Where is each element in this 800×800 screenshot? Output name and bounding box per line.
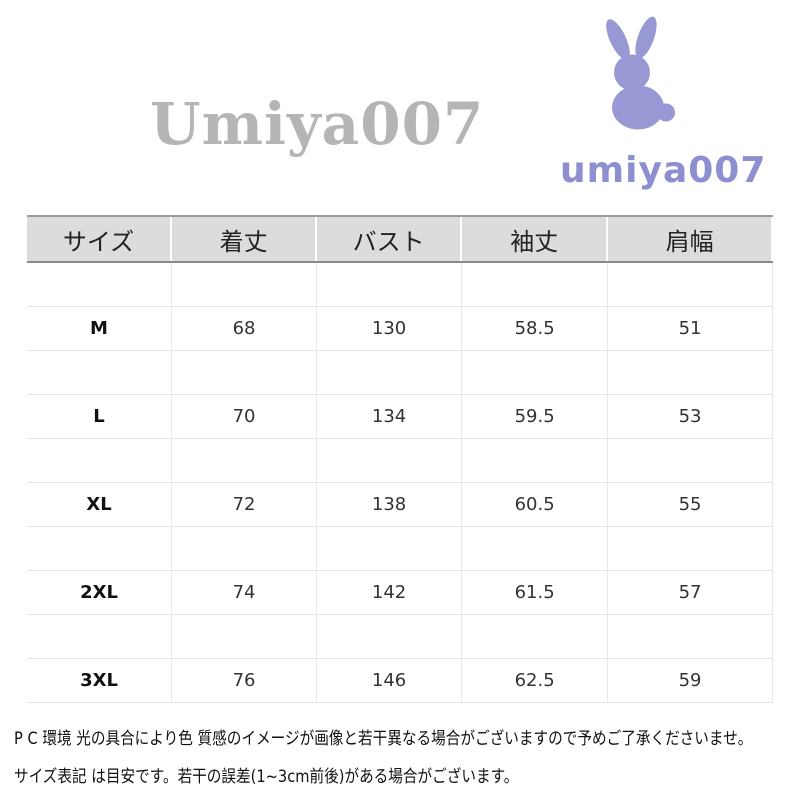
- table-row: L 70 134 59.5 53: [27, 395, 773, 439]
- empty-cell: [172, 527, 318, 570]
- table-cell: 130: [317, 307, 463, 350]
- table-cell: 72: [172, 483, 318, 526]
- header-shoulder: 肩幅: [608, 217, 774, 261]
- empty-cell: [462, 439, 609, 482]
- empty-cell: [172, 351, 318, 394]
- empty-cell: [317, 263, 463, 306]
- spacer-row: [27, 439, 773, 483]
- rabbit-icon: [600, 10, 680, 144]
- table-cell: 62.5: [462, 659, 609, 702]
- empty-cell: [172, 615, 318, 658]
- empty-cell: [608, 527, 773, 570]
- table-cell: 53: [608, 395, 773, 438]
- header-sleeve: 袖丈: [462, 217, 609, 261]
- note-line-1: P C 環境 光の具合により色 質感のイメージが画像と若干異なる場合がございます…: [14, 729, 753, 749]
- table-cell: 146: [317, 659, 463, 702]
- empty-cell: [317, 439, 463, 482]
- spacer-row: [27, 527, 773, 571]
- table-row: 3XL 76 146 62.5 59: [27, 659, 773, 703]
- size-table: サイズ 着丈 バスト 袖丈 肩幅 M 68 130 58.5 51 L 70 134 59.5 5…: [27, 215, 774, 703]
- table-cell: 3XL: [27, 659, 173, 702]
- table-cell: 68: [172, 307, 318, 350]
- table-cell: 138: [317, 483, 463, 526]
- table-cell: 51: [608, 307, 773, 350]
- empty-cell: [172, 263, 318, 306]
- table-cell: 70: [172, 395, 318, 438]
- spacer-row: [27, 615, 773, 659]
- table-cell: 134: [317, 395, 463, 438]
- table-cell: 2XL: [27, 571, 173, 614]
- header-size: サイズ: [27, 217, 173, 261]
- table-cell: L: [27, 395, 173, 438]
- table-cell: 57: [608, 571, 773, 614]
- empty-cell: [462, 527, 609, 570]
- spacer-row: [27, 351, 773, 395]
- empty-cell: [462, 351, 609, 394]
- table-cell: XL: [27, 483, 173, 526]
- empty-cell: [608, 615, 773, 658]
- empty-cell: [27, 263, 173, 306]
- table-cell: 59.5: [462, 395, 609, 438]
- table-cell: M: [27, 307, 173, 350]
- table-row: M 68 130 58.5 51: [27, 307, 773, 351]
- empty-cell: [27, 527, 173, 570]
- empty-cell: [462, 263, 609, 306]
- table-body: M 68 130 58.5 51 L 70 134 59.5 53 XL 72 138 60.5 55 2XL…: [27, 263, 773, 703]
- note-line-2: サイズ表記 は目安です。若干の誤差(1~3cm前後)がある場合がございます。: [14, 767, 519, 787]
- table-cell: 59: [608, 659, 773, 702]
- empty-cell: [27, 351, 173, 394]
- table-cell: 142: [317, 571, 463, 614]
- empty-cell: [172, 439, 318, 482]
- table-cell: 60.5: [462, 483, 609, 526]
- watermark: Umiya007: [150, 90, 485, 158]
- header-bust: バスト: [317, 217, 463, 261]
- empty-cell: [608, 439, 773, 482]
- header-length: 着丈: [172, 217, 318, 261]
- logo-text: umiya007: [560, 150, 767, 191]
- empty-cell: [317, 615, 463, 658]
- empty-cell: [317, 527, 463, 570]
- table-cell: 74: [172, 571, 318, 614]
- empty-cell: [608, 263, 773, 306]
- table-cell: 58.5: [462, 307, 609, 350]
- table-cell: 55: [608, 483, 773, 526]
- empty-cell: [27, 615, 173, 658]
- table-header: サイズ 着丈 バスト 袖丈 肩幅: [27, 215, 774, 263]
- empty-cell: [608, 351, 773, 394]
- empty-cell: [462, 615, 609, 658]
- empty-cell: [317, 351, 463, 394]
- empty-cell: [27, 439, 173, 482]
- table-row: 2XL 74 142 61.5 57: [27, 571, 773, 615]
- table-row: XL 72 138 60.5 55: [27, 483, 773, 527]
- spacer-row: [27, 263, 773, 307]
- table-cell: 76: [172, 659, 318, 702]
- table-cell: 61.5: [462, 571, 609, 614]
